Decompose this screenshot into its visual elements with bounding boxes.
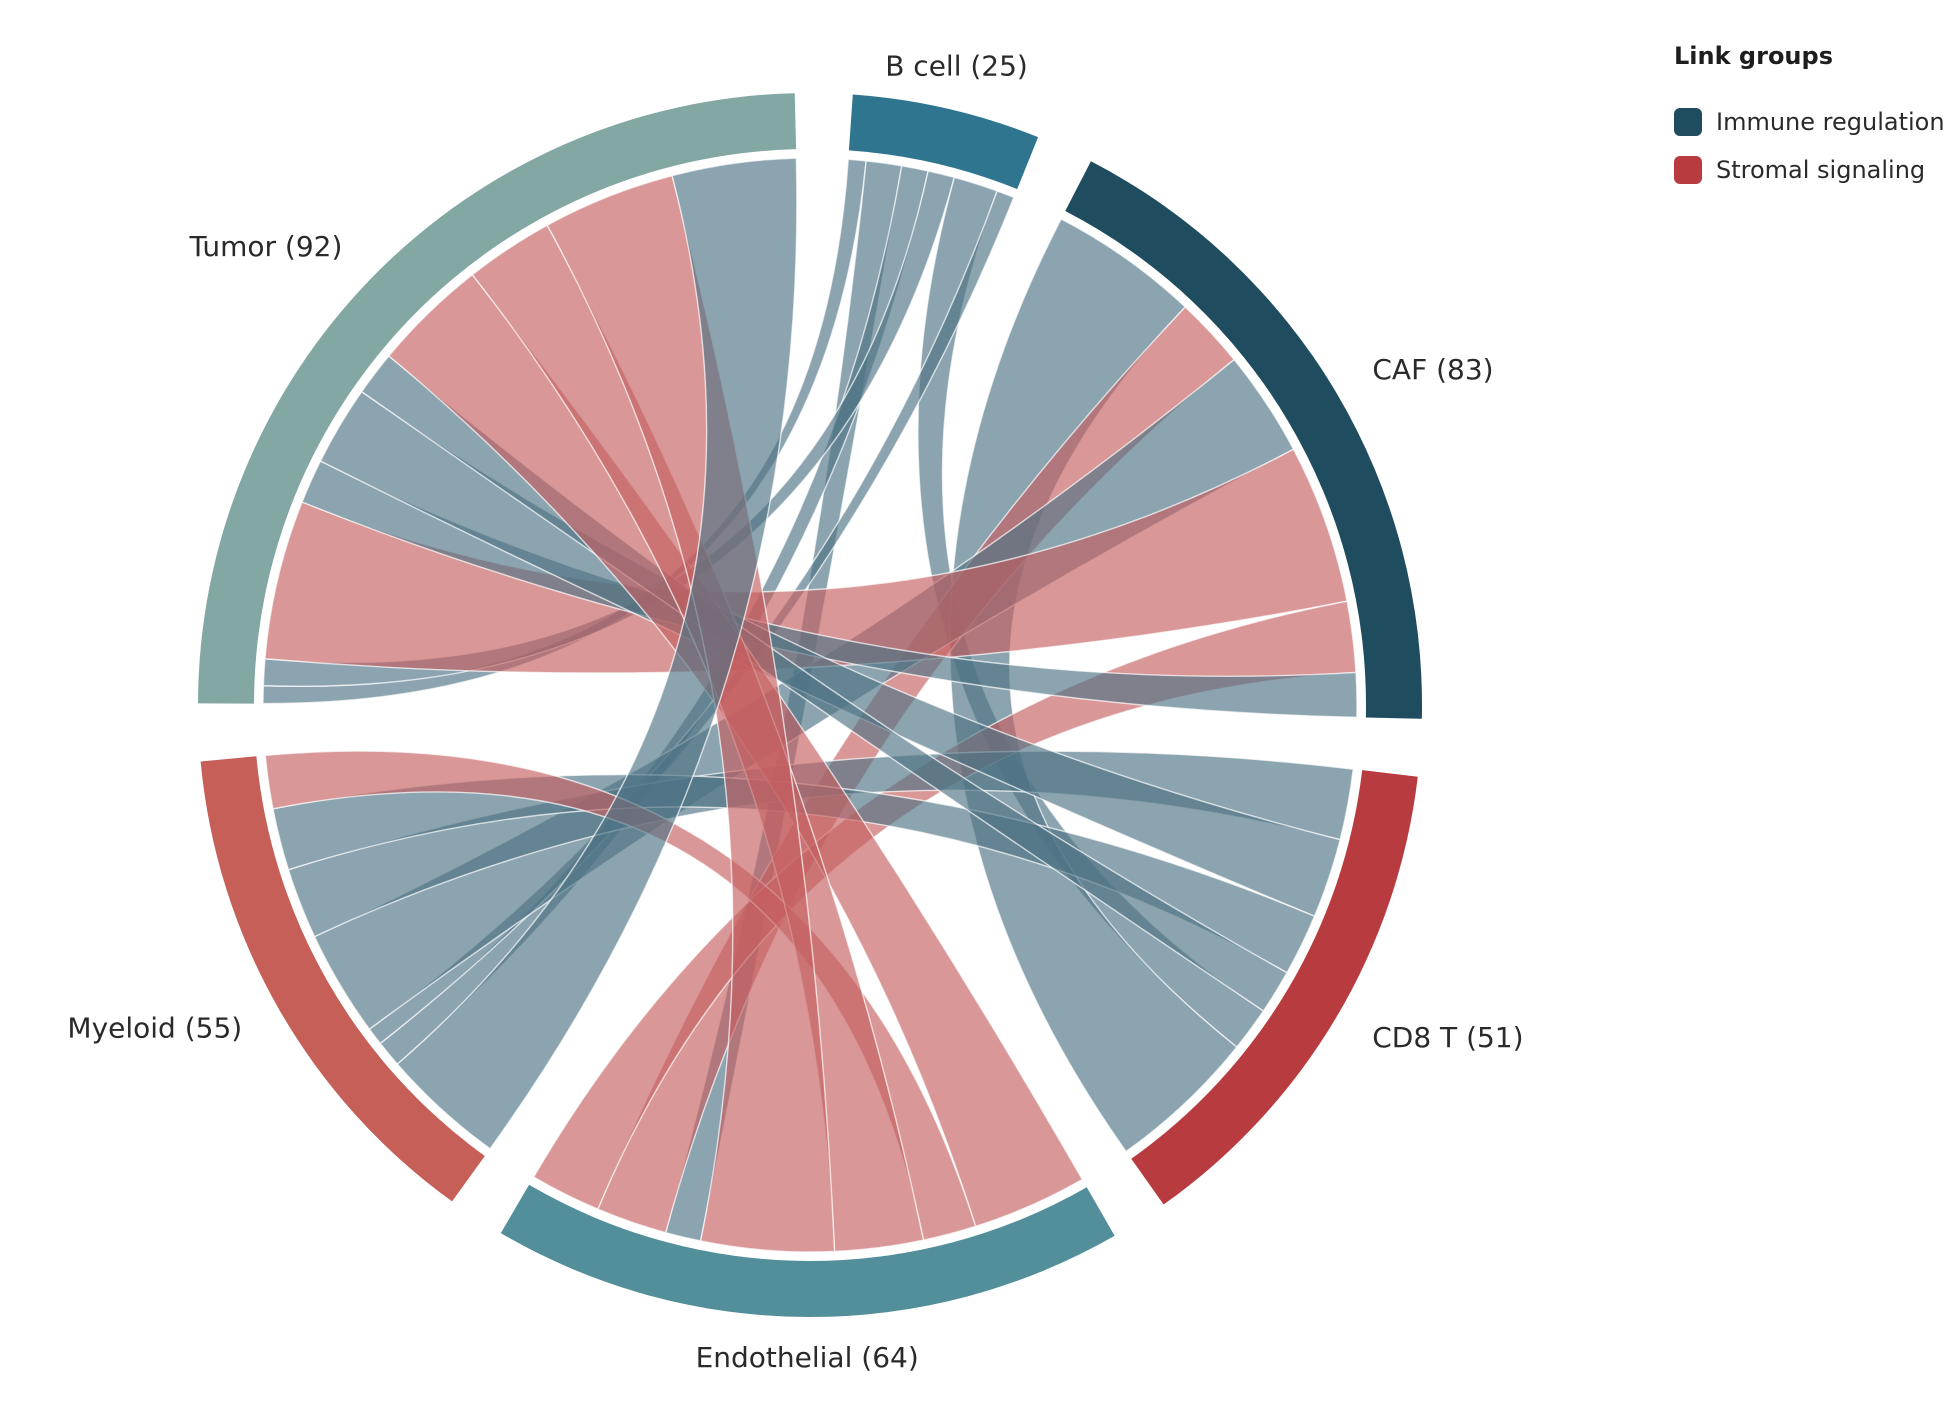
- arc-layer: [198, 93, 1423, 1318]
- group-label-cd8-t: CD8 T (51): [1372, 1021, 1523, 1054]
- legend-swatch-stromal-signaling: [1674, 156, 1702, 184]
- group-arc-b-cell: [848, 94, 1039, 190]
- group-arc-endothelial: [500, 1184, 1115, 1318]
- group-arc-tumor: [198, 93, 797, 704]
- ribbon-b-cell-to-myeloid: [368, 190, 1015, 1045]
- legend: Link groups Immune regulation Stromal si…: [1674, 42, 1945, 194]
- ribbon-endothelial-to-tumor: [387, 273, 1084, 1228]
- ribbon-myeloid-to-tumor: [396, 157, 798, 1150]
- group-label-myeloid: Myeloid (55): [67, 1012, 242, 1045]
- legend-item-immune-regulation: Immune regulation: [1674, 98, 1945, 146]
- ribbon-layer: [262, 157, 1358, 1253]
- group-arc-cd8-t: [1131, 770, 1418, 1205]
- legend-label-stromal-signaling: Stromal signaling: [1716, 156, 1926, 184]
- ribbon-endothelial-to-tumor: [546, 174, 836, 1253]
- legend-label-immune-regulation: Immune regulation: [1716, 108, 1945, 136]
- legend-item-stromal-signaling: Stromal signaling: [1674, 146, 1945, 194]
- group-label-tumor: Tumor (92): [188, 230, 342, 263]
- legend-swatch-immune-regulation: [1674, 108, 1702, 136]
- group-label-caf: CAF (83): [1372, 353, 1493, 386]
- group-label-endothelial: Endothelial (64): [696, 1341, 919, 1374]
- group-label-b-cell: B cell (25): [885, 50, 1028, 83]
- legend-title: Link groups: [1674, 42, 1833, 70]
- ribbon-caf-to-tumor: [264, 448, 1348, 674]
- ribbon-b-cell-to-tumor: [262, 170, 956, 688]
- group-arc-caf: [1065, 161, 1423, 719]
- ribbon-cd8-t-to-tumor: [319, 390, 1342, 918]
- ribbon-caf-to-tumor: [301, 460, 1358, 719]
- group-arc-myeloid: [200, 756, 485, 1202]
- label-layer: B cell (25) CAF (83) CD8 T (51) Endothelial…: [67, 50, 1523, 1374]
